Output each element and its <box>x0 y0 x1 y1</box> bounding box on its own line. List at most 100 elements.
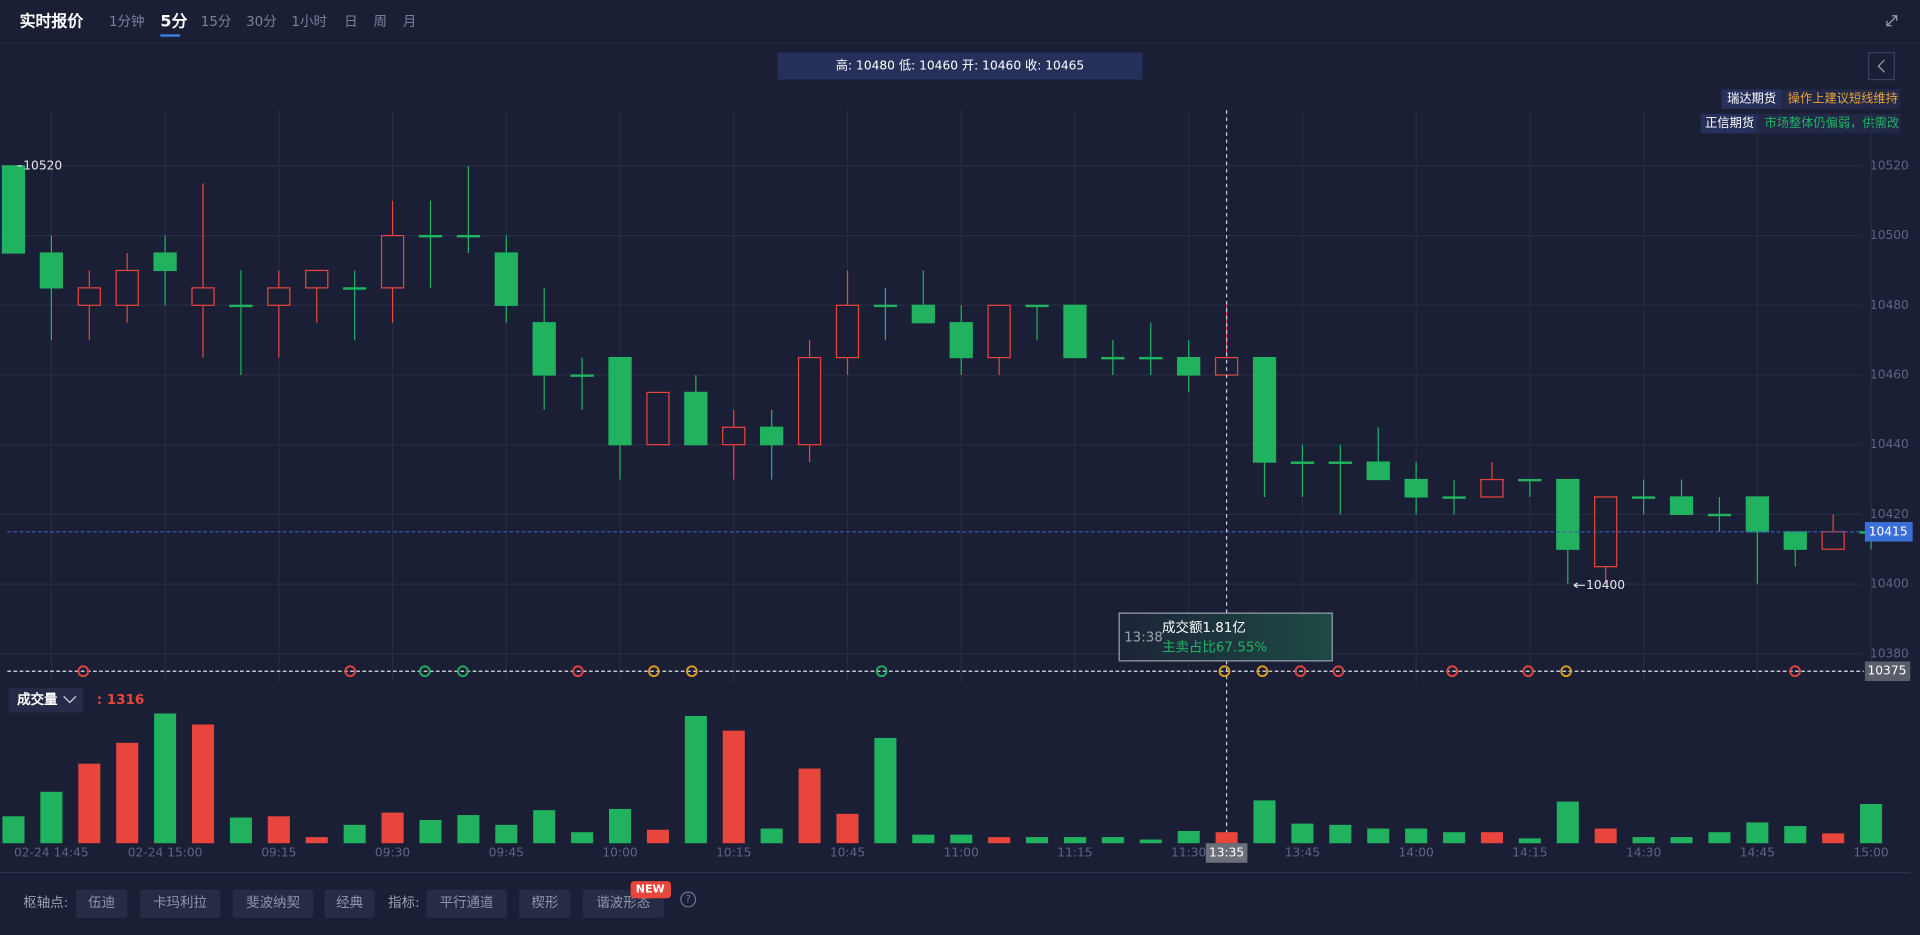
timeframe-tab[interactable]: 30分 <box>246 14 277 30</box>
x-tick-label: 14:30 <box>1626 846 1661 860</box>
tool-button-label[interactable]: 斐波纳契 <box>246 895 300 911</box>
event-marker[interactable] <box>1446 665 1459 678</box>
event-marker[interactable] <box>1256 665 1269 678</box>
volume-bar <box>229 817 252 844</box>
event-marker[interactable] <box>1294 665 1307 678</box>
volume-bar <box>1632 837 1655 844</box>
collapse-icon[interactable] <box>1886 15 1898 27</box>
candle-body <box>1707 513 1732 517</box>
candle-body <box>153 252 177 272</box>
tool-button-label[interactable]: 经典 <box>336 895 363 911</box>
volume-bar <box>1367 828 1390 844</box>
event-marker[interactable] <box>457 665 469 678</box>
volume-label: 成交量 <box>17 691 58 708</box>
timeframe-tab[interactable]: 1分钟 <box>109 13 144 30</box>
event-marker[interactable] <box>1218 665 1231 678</box>
timeframe-tab[interactable]: 1小时 <box>291 14 326 30</box>
candle-body <box>1442 496 1466 499</box>
candle-body <box>1063 304 1087 359</box>
event-marker[interactable] <box>648 665 660 678</box>
candle-body <box>418 234 443 238</box>
tool-button-label[interactable]: 伍迪 <box>88 895 115 911</box>
timeframe-tab[interactable]: 15分 <box>201 14 232 30</box>
tool-button-label[interactable]: 楔形 <box>531 895 558 911</box>
tool-button-label[interactable]: 谐波形态 <box>596 895 650 911</box>
tool-button[interactable] <box>75 889 128 918</box>
volume-bar <box>1215 832 1238 844</box>
volume-bar <box>1139 839 1162 844</box>
tool-button[interactable] <box>426 889 507 918</box>
note-source-bg <box>1700 113 1759 134</box>
event-marker[interactable] <box>77 665 90 678</box>
new-badge <box>630 881 672 899</box>
volume-bar <box>1063 837 1086 844</box>
candle-body <box>873 304 898 308</box>
tool-button-label[interactable]: 卡玛利拉 <box>153 895 207 911</box>
x-tick-label: 13:35 <box>1209 846 1244 860</box>
quote-text: 高: 10480 低: 10460 开: 10460 收: 10465 <box>836 58 1084 73</box>
last-price-label: 10415 <box>1869 524 1908 538</box>
volume-bar <box>836 813 859 844</box>
event-marker[interactable] <box>686 665 698 678</box>
candle-body <box>1480 478 1504 498</box>
candle-body <box>1404 478 1428 498</box>
event-marker[interactable] <box>1560 665 1572 678</box>
volume-bar <box>1177 830 1200 844</box>
new-badge-label: NEW <box>636 883 665 896</box>
pivot-label: 枢轴点: <box>23 895 68 911</box>
y-tick-label: 10520 <box>1870 158 1909 172</box>
event-marker[interactable] <box>419 665 431 678</box>
timeframe-tab[interactable]: 日 <box>344 15 357 30</box>
tooltip-ratio: 主卖占比67.55% <box>1162 639 1267 655</box>
tool-button[interactable] <box>324 889 375 918</box>
note-source: 正信期货 <box>1705 115 1754 130</box>
tool-button[interactable] <box>519 889 571 918</box>
x-tick-label: 11:15 <box>1057 846 1092 860</box>
volume-bar <box>457 815 480 844</box>
event-marker[interactable] <box>875 665 888 678</box>
note-source-bg <box>1721 89 1782 109</box>
help-icon[interactable] <box>680 891 697 908</box>
tool-button[interactable] <box>139 889 221 918</box>
note-text-bg <box>1758 113 1901 134</box>
y-tick-label: 10460 <box>1870 367 1909 381</box>
volume-bar <box>381 812 404 844</box>
timeframe-tab[interactable]: 月 <box>403 15 416 30</box>
event-marker[interactable] <box>1789 665 1801 678</box>
note-text: 市场整体仍偏弱，供需改 <box>1764 115 1899 130</box>
x-tick-label: 15:00 <box>1853 846 1888 860</box>
volume-bar <box>571 832 594 844</box>
volume-bar <box>1746 822 1769 844</box>
candle-body <box>1821 531 1845 550</box>
crosshair-price-box <box>1864 661 1911 682</box>
volume-select[interactable] <box>8 687 84 713</box>
event-marker[interactable] <box>344 665 357 678</box>
help-label: ? <box>685 893 691 906</box>
volume-bar <box>646 829 669 844</box>
tool-button[interactable] <box>232 889 314 918</box>
high-label: 10520 <box>23 158 62 172</box>
back-button[interactable] <box>1867 52 1895 81</box>
candle-body <box>1518 478 1542 482</box>
candle-body <box>646 391 670 446</box>
timeframe-tab[interactable]: 周 <box>373 15 386 30</box>
volume-bar <box>874 737 897 844</box>
chevron <box>63 695 77 704</box>
tool-button-label[interactable]: 平行通道 <box>440 895 494 911</box>
event-marker[interactable] <box>1332 665 1345 678</box>
event-marker[interactable] <box>1522 665 1534 678</box>
timeframe-tab[interactable]: 5分 <box>160 12 187 31</box>
volume-bar <box>1329 824 1352 844</box>
y-tick-label: 10400 <box>1870 577 1909 591</box>
volume-bar <box>419 819 442 844</box>
low-arrow <box>1573 582 1585 589</box>
candle-body <box>722 426 746 446</box>
volume-bar <box>305 837 328 844</box>
x-tick-label: 13:45 <box>1285 846 1320 860</box>
event-marker[interactable] <box>572 665 584 678</box>
candle-body <box>1177 356 1201 376</box>
candle-body <box>1783 531 1807 550</box>
